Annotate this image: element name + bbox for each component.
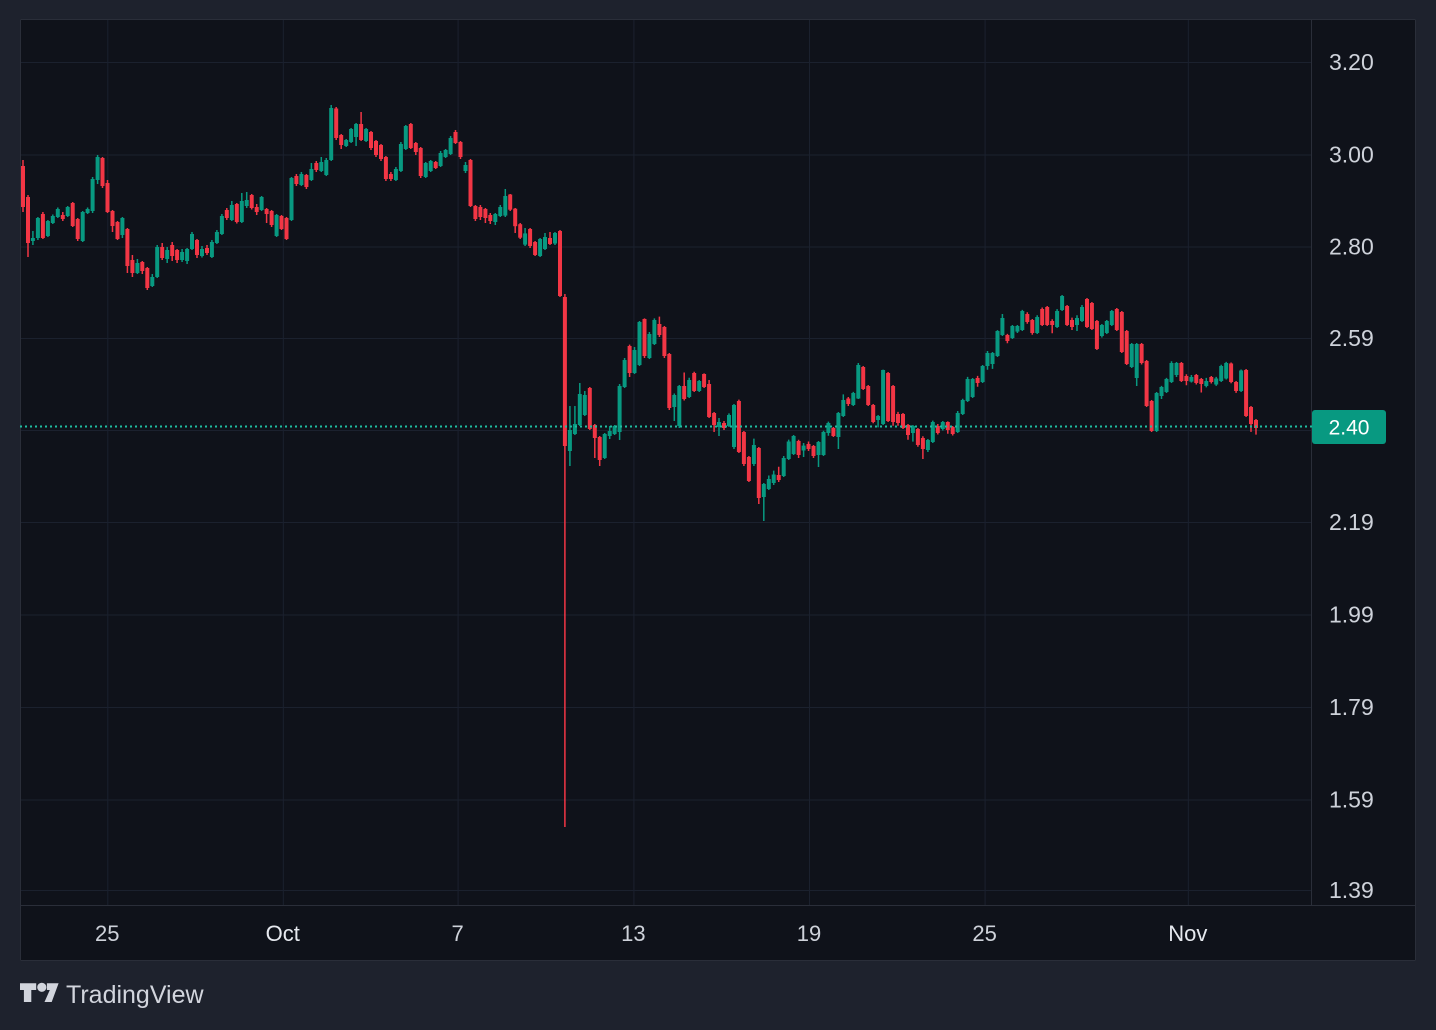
svg-text:7: 7 (451, 921, 463, 946)
svg-text:3.00: 3.00 (1329, 142, 1374, 168)
svg-text:Oct: Oct (266, 921, 300, 946)
svg-text:1.59: 1.59 (1329, 787, 1374, 813)
svg-text:13: 13 (621, 921, 645, 946)
svg-text:2.59: 2.59 (1329, 325, 1374, 351)
svg-text:1.99: 1.99 (1329, 602, 1374, 628)
svg-text:2.80: 2.80 (1329, 234, 1374, 260)
svg-text:1.39: 1.39 (1329, 877, 1374, 903)
svg-text:25: 25 (972, 921, 996, 946)
svg-text:19: 19 (797, 921, 821, 946)
svg-text:1.79: 1.79 (1329, 694, 1374, 720)
svg-text:2.40: 2.40 (1329, 417, 1370, 440)
svg-text:3.20: 3.20 (1329, 49, 1374, 75)
svg-text:25: 25 (95, 921, 119, 946)
svg-text:TradingView: TradingView (66, 981, 205, 1009)
svg-text:Nov: Nov (1168, 921, 1207, 946)
svg-text:2.19: 2.19 (1329, 509, 1374, 535)
